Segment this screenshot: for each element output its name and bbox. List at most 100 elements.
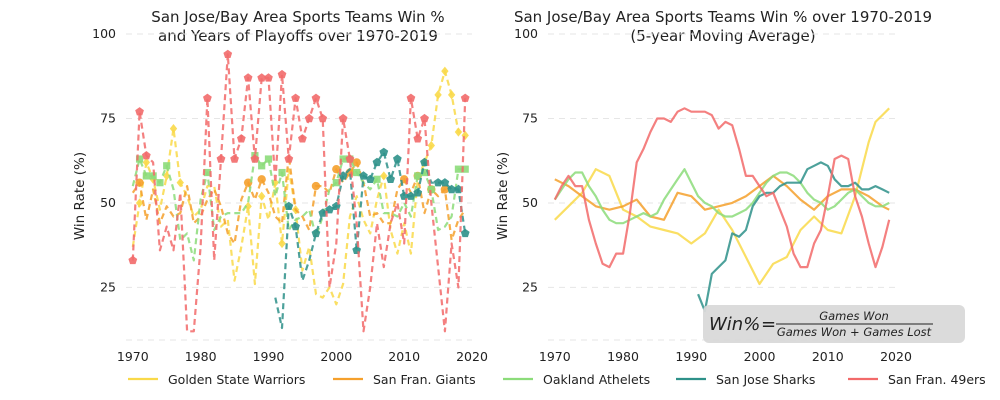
playoff-marker [284, 201, 294, 210]
chart-title-line-1: San Jose/Bay Area Sports Teams Win % [151, 8, 444, 26]
y-tick-label: 75 [100, 110, 116, 125]
x-tick-label: 2010 [812, 349, 844, 364]
legend-label: San Fran. Giants [373, 372, 476, 387]
playoff-marker [203, 168, 212, 177]
y-tick-label: 100 [92, 26, 116, 41]
x-tick-label: 2020 [456, 349, 488, 364]
playoff-marker [318, 208, 328, 217]
playoff-marker [304, 113, 314, 123]
x-tick-label: 1980 [185, 349, 217, 364]
playoff-marker [359, 171, 368, 180]
playoff-marker [420, 168, 429, 177]
series-line [131, 154, 467, 245]
y-tick-label: 25 [100, 279, 116, 294]
playoff-marker [311, 93, 321, 102]
legend-item-golden-state-warriors: Golden State Warriors [128, 372, 305, 387]
x-tick-label: 1990 [675, 349, 707, 364]
series-line [131, 70, 466, 306]
playoff-marker [230, 154, 239, 163]
playoff-marker [406, 93, 416, 102]
series-san-jose-sharks [697, 161, 890, 313]
playoff-marker [332, 164, 341, 174]
playoff-marker [386, 174, 395, 183]
playoff-marker [278, 238, 286, 249]
formula-lhs: Win% [709, 314, 760, 335]
playoff-marker [433, 178, 443, 187]
playoff-marker [163, 162, 171, 170]
playoff-marker [216, 154, 226, 163]
playoff-marker [298, 134, 307, 143]
playoff-marker [345, 154, 355, 163]
x-tick-label: 2020 [880, 349, 912, 364]
y-axis-label: Win Rate (%) [72, 152, 88, 240]
playoff-marker [441, 66, 449, 76]
playoff-marker [291, 222, 300, 231]
playoff-marker [311, 228, 321, 238]
playoff-marker [365, 174, 375, 183]
playoff-marker [311, 181, 321, 191]
playoff-marker [142, 157, 151, 167]
playoff-marker [393, 154, 402, 163]
legend-item-oakland-athelets: Oakland Athelets [503, 372, 650, 387]
playoff-marker [338, 113, 348, 123]
playoff-marker [440, 178, 450, 187]
series-line [554, 107, 890, 286]
playoff-marker [454, 127, 463, 137]
playoff-marker [135, 155, 144, 163]
x-tick-label: 2010 [388, 349, 420, 364]
legend-label: San Fran. 49ers [888, 372, 986, 387]
series-oakland-athelets [553, 168, 890, 225]
playoff-marker [128, 255, 138, 265]
series-san-fran-giants [554, 174, 890, 221]
playoff-marker [243, 73, 253, 82]
playoff-marker [142, 172, 150, 180]
y-axis-label: Win Rate (%) [495, 152, 511, 240]
chart-title-line-1: San Jose/Bay Area Sports Teams Win % ove… [514, 8, 932, 26]
playoff-marker [372, 157, 382, 167]
playoff-marker [156, 179, 164, 187]
playoff-marker [237, 134, 246, 143]
playoff-marker [278, 168, 286, 177]
playoff-marker [135, 178, 144, 187]
legend-label: Oakland Athelets [543, 372, 650, 387]
playoff-marker [460, 228, 470, 238]
chart-title-line-2: (5-year Moving Average) [630, 27, 815, 45]
x-tick-label: 2000 [744, 349, 776, 364]
playoff-marker [352, 245, 361, 254]
playoff-marker [169, 124, 178, 134]
playoff-marker [447, 184, 456, 194]
x-tick-label: 1980 [607, 349, 639, 364]
series-golden-state-warriors [131, 66, 469, 306]
playoff-marker [460, 93, 470, 102]
playoff-marker [380, 171, 388, 181]
playoff-marker [258, 191, 266, 201]
playoff-marker [203, 93, 212, 102]
series-san-fran-49ers [128, 49, 470, 333]
playoff-marker [413, 188, 423, 197]
formula-box: Win% = Games Won Games Won + Games Lost [703, 305, 965, 343]
playoff-marker [420, 157, 429, 167]
series-san-jose-sharks [274, 147, 470, 330]
playoff-marker [413, 134, 423, 143]
series-line [553, 168, 890, 225]
playoff-marker [447, 90, 456, 100]
playoff-marker [142, 151, 151, 160]
playoff-marker [454, 184, 463, 194]
formula-denominator: Games Won + Games Lost [777, 325, 932, 339]
series-line [554, 174, 890, 221]
playoff-marker [427, 140, 435, 151]
legend-label: Golden State Warriors [168, 372, 305, 387]
playoff-marker [176, 178, 184, 188]
x-tick-label: 1970 [117, 349, 149, 364]
playoff-marker [135, 198, 144, 208]
y-tick-label: 75 [522, 110, 538, 125]
playoff-marker [257, 73, 267, 82]
legend-item-san-fran-49ers: San Fran. 49ers [848, 372, 986, 387]
series-line [274, 151, 467, 330]
playoff-marker [135, 107, 144, 116]
x-tick-label: 1990 [253, 349, 285, 364]
playoff-marker [277, 69, 287, 79]
playoff-marker [163, 171, 171, 181]
series-line [697, 161, 890, 313]
